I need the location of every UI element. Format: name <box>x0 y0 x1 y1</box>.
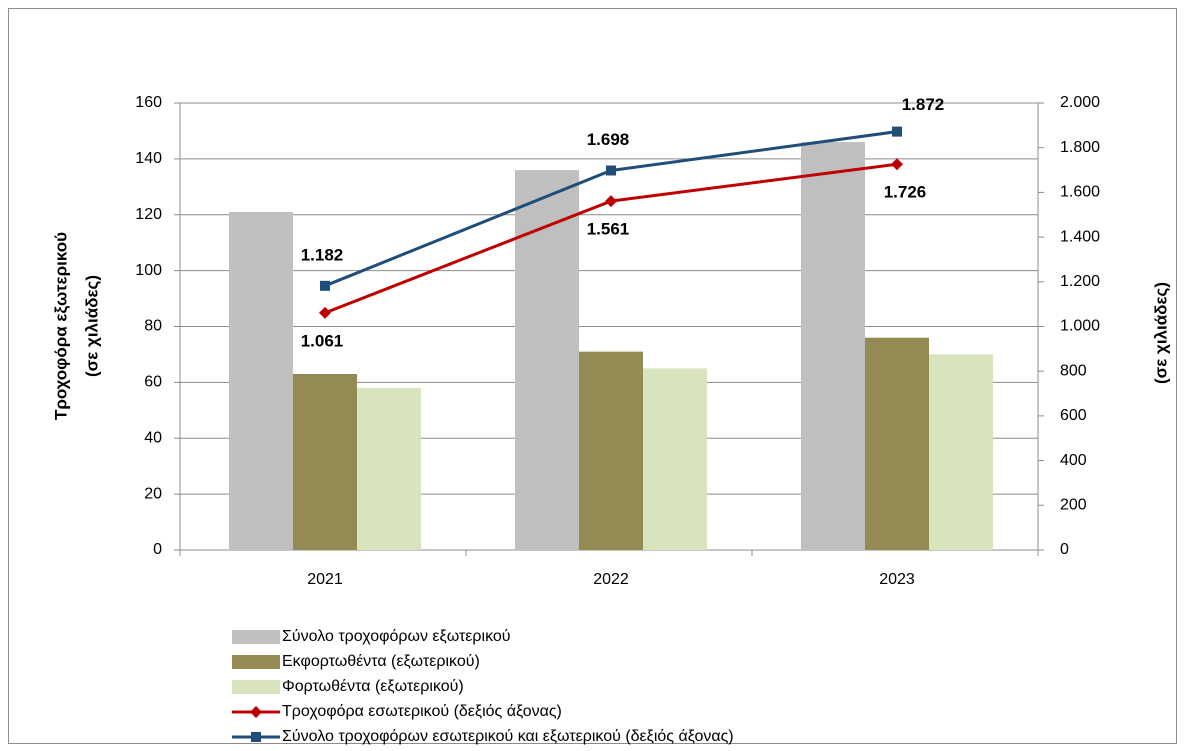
y2-tick-label: 1.400 <box>1060 228 1100 245</box>
legend-label: Σύνολο τροχοφόρων εσωτερικού και εξωτερι… <box>282 728 734 745</box>
legend-marker <box>251 732 261 742</box>
y-tick-label: 120 <box>135 206 162 223</box>
y-tick-label: 0 <box>153 541 162 558</box>
data-label: 1.061 <box>301 331 344 350</box>
bar <box>643 368 707 550</box>
y2-tick-label: 1.000 <box>1060 318 1100 335</box>
line-marker <box>892 126 902 137</box>
bar <box>929 354 993 550</box>
line-marker <box>606 165 616 176</box>
y-tick-label: 40 <box>144 429 162 446</box>
line-marker <box>319 306 331 319</box>
y2-tick-label: 1.200 <box>1060 273 1100 290</box>
x-tick-label: 2021 <box>307 571 343 588</box>
y-tick-label: 140 <box>135 150 162 167</box>
y2-tick-label: 800 <box>1060 362 1087 379</box>
legend-swatch <box>232 680 280 694</box>
y2-tick-label: 1.600 <box>1060 184 1100 201</box>
x-tick-label: 2022 <box>593 571 629 588</box>
y-tick-label: 100 <box>135 262 162 279</box>
y2-tick-label: 2.000 <box>1060 94 1100 111</box>
y2-tick-label: 600 <box>1060 407 1087 424</box>
legend-marker <box>250 706 262 718</box>
y-tick-label: 80 <box>144 318 162 335</box>
bar <box>293 373 357 550</box>
y-axis-title: Τροχοφόρα εξωτερικού <box>51 232 70 420</box>
legend-label: Εκφορτωθέντα (εξωτερικού) <box>282 653 480 670</box>
legend-swatch <box>232 630 280 644</box>
y2-tick-label: 400 <box>1060 452 1087 469</box>
line-marker <box>891 158 903 171</box>
bar <box>579 351 643 550</box>
line-marker <box>605 195 617 208</box>
legend-label: Φορτωθέντα (εξωτερικού) <box>282 678 464 695</box>
legend-label: Τροχοφόρα εσωτερικού (δεξιός άξονας) <box>282 703 562 720</box>
y-tick-label: 20 <box>144 485 162 502</box>
data-label: 1.561 <box>587 220 630 239</box>
x-tick-label: 2023 <box>879 571 915 588</box>
data-label: 1.872 <box>902 95 945 114</box>
y-tick-label: 160 <box>135 94 162 111</box>
bar <box>865 337 929 550</box>
data-label: 1.726 <box>884 183 927 202</box>
y2-tick-label: 200 <box>1060 497 1087 514</box>
bar <box>229 211 293 551</box>
y-tick-label: 60 <box>144 374 162 391</box>
data-label: 1.698 <box>587 130 630 149</box>
y2-tick-label: 0 <box>1060 541 1069 558</box>
legend-swatch <box>232 655 280 669</box>
data-label: 1.182 <box>301 245 344 264</box>
y-axis-title: (σε χιλιάδες) <box>82 275 101 377</box>
legend-label: Σύνολο τροχοφόρων εξωτερικού <box>282 628 511 645</box>
bar <box>357 387 421 550</box>
line-marker <box>320 280 330 291</box>
y2-tick-label: 1.800 <box>1060 139 1100 156</box>
bar <box>801 142 865 551</box>
y2-axis-title: (σε χιλιάδες) <box>1151 282 1170 384</box>
